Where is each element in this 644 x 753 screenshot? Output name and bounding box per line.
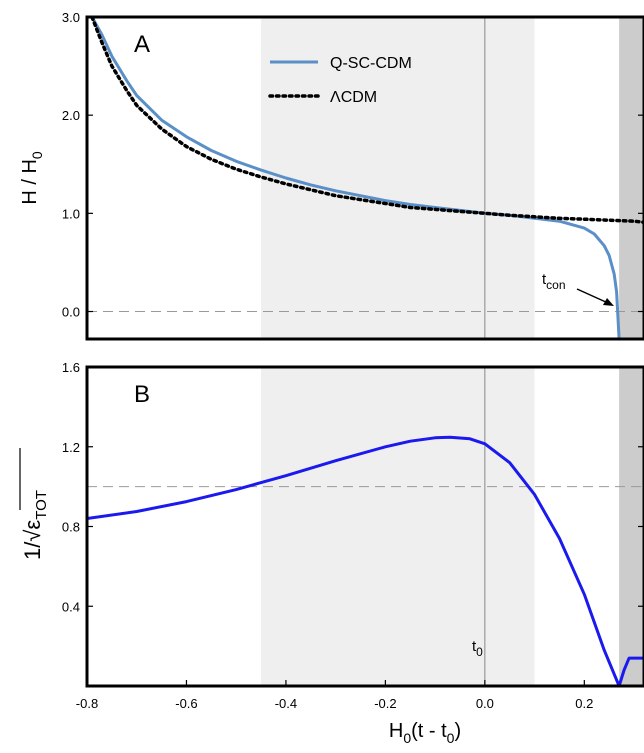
panel-b-ylabel-main: 1/√ε bbox=[20, 520, 45, 560]
annotation-t0-main: t bbox=[472, 638, 477, 655]
panel-a: 0.0 1.0 2.0 3.0 A Q-SC-CDM ΛCDM tcon H / H0 bbox=[19, 10, 644, 341]
legend-label-q-sc-cdm: Q-SC-CDM bbox=[330, 55, 412, 72]
annotation-t-con-main: t bbox=[542, 271, 547, 288]
y-tick-label-b-1: 0.8 bbox=[62, 520, 80, 535]
y-tick-label-a-0: 0.0 bbox=[62, 305, 80, 320]
shaded-region-a-0 bbox=[261, 17, 535, 339]
x-axis-title: H0(t - t0) bbox=[389, 720, 461, 746]
x-tick-label-0: -0.8 bbox=[76, 696, 98, 711]
shaded-region-b-0 bbox=[261, 367, 535, 686]
annotation-t-con-arrow bbox=[576, 288, 609, 304]
x-tick-label-4: 0.0 bbox=[476, 696, 494, 711]
panel-b-ylabel: 1/√εTOT bbox=[20, 490, 50, 560]
x-axis-title-t0-sub: 0 bbox=[447, 730, 455, 746]
panel-b-label: B bbox=[134, 381, 150, 408]
y-tick-label-a-1: 1.0 bbox=[62, 206, 80, 221]
panel-a-ylabel-main: H / H bbox=[19, 159, 41, 205]
panel-b-ylabel-sub: TOT bbox=[33, 490, 50, 520]
y-tick-label-a-2: 2.0 bbox=[62, 108, 80, 123]
series-line-a-0 bbox=[90, 17, 621, 339]
y-tick-label-a-3: 3.0 bbox=[62, 10, 80, 25]
y-tick-label-b-2: 1.2 bbox=[62, 440, 80, 455]
annotation-t0-sub: 0 bbox=[476, 645, 483, 659]
annotation-t-con-arrowhead bbox=[603, 298, 614, 306]
panel-a-label: A bbox=[134, 31, 150, 58]
x-tick-label-1: -0.6 bbox=[175, 696, 197, 711]
annotation-t-con-sub: con bbox=[546, 278, 565, 292]
panel-a-ylabel-sub: 0 bbox=[29, 151, 45, 159]
panel-a-frame bbox=[85, 15, 644, 341]
shaded-region-a-1 bbox=[619, 17, 644, 339]
y-tick-label-b-0: 0.4 bbox=[62, 599, 80, 614]
panel-b: 0.40.81.21.6 -0.8 -0.6 -0.4 -0.2 0.0 0.2 B t0… bbox=[19, 360, 644, 746]
x-tick-label-2: -0.4 bbox=[275, 696, 297, 711]
legend: Q-SC-CDM ΛCDM bbox=[268, 55, 412, 106]
x-tick-label-5: 0.2 bbox=[575, 696, 593, 711]
x-axis-title-rest-b: ) bbox=[454, 720, 461, 742]
x-axis-title-h-sub: 0 bbox=[403, 730, 411, 746]
panel-a-ylabel: H / H0 bbox=[19, 151, 45, 205]
y-tick-label-b-3: 1.6 bbox=[62, 360, 80, 375]
annotation-t-con: tcon bbox=[542, 271, 614, 306]
series-line-b-0 bbox=[87, 435, 644, 686]
series-line-a-1 bbox=[90, 17, 644, 224]
x-tick-label-3: -0.2 bbox=[374, 696, 396, 711]
annotation-t-con-text: tcon bbox=[542, 271, 566, 292]
x-axis-title-h: H bbox=[389, 720, 403, 742]
x-axis-title-rest-a: (t - t bbox=[411, 720, 447, 742]
annotation-t0: t0 bbox=[472, 638, 483, 659]
legend-label-lcdm: ΛCDM bbox=[330, 89, 377, 106]
